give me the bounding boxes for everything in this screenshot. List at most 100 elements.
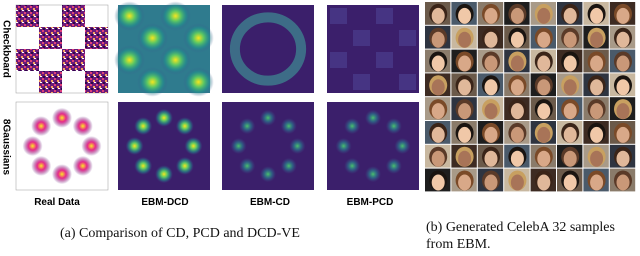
density-blob — [72, 116, 93, 137]
density-blob — [160, 1, 191, 31]
face-skin — [431, 55, 445, 72]
face-skin — [616, 55, 630, 72]
face-skin — [510, 7, 524, 24]
face-skin — [510, 174, 524, 191]
face-skin — [431, 150, 445, 167]
face-skin — [590, 7, 604, 24]
face-skin — [563, 126, 577, 143]
data-square — [62, 5, 85, 27]
face-skin — [563, 7, 577, 24]
data-square — [39, 27, 62, 49]
face-skin — [510, 55, 524, 72]
density-blob — [335, 138, 352, 154]
density-blob — [81, 136, 102, 156]
face-skin — [484, 126, 498, 143]
density-square — [376, 52, 393, 68]
face-skin — [563, 55, 577, 72]
density-blob — [22, 136, 43, 156]
face-skin — [484, 150, 498, 167]
face-skin — [458, 150, 472, 167]
density-blob — [137, 67, 168, 97]
caption-a: (a) Comparison of CD, PCD and DCD-VE — [60, 226, 300, 241]
data-square — [16, 5, 39, 27]
density-blob — [260, 109, 276, 126]
face-skin — [537, 103, 551, 120]
face-skin — [510, 150, 524, 167]
density-blob — [137, 23, 168, 53]
density-blob — [72, 155, 93, 176]
density-blob — [175, 156, 194, 175]
density-blob — [344, 118, 361, 135]
column-label: EBM-DCD — [141, 197, 188, 208]
density-blob — [385, 118, 402, 135]
face-skin — [616, 126, 630, 143]
face-skin — [484, 55, 498, 72]
face-skin — [537, 7, 551, 24]
face-skin — [590, 150, 604, 167]
density-blob — [125, 137, 144, 155]
density-blob — [365, 166, 381, 183]
density-blob — [183, 23, 214, 53]
density-blob — [239, 118, 256, 135]
face-skin — [510, 79, 524, 96]
face-skin — [458, 103, 472, 120]
face-skin — [431, 7, 445, 24]
data-square — [16, 49, 39, 71]
face-skin — [563, 174, 577, 191]
density-blob — [114, 1, 145, 31]
face-skin — [458, 55, 472, 72]
density-blob — [52, 164, 72, 185]
density-square — [330, 8, 347, 24]
face-skin — [431, 126, 445, 143]
density-blob — [260, 166, 276, 183]
face-skin — [590, 103, 604, 120]
face-skin — [510, 126, 524, 143]
density-square — [330, 52, 347, 68]
panel-a-images — [15, 1, 419, 191]
column-label: EBM-PCD — [347, 197, 394, 208]
density-blob — [365, 109, 381, 126]
density-ring — [229, 12, 307, 86]
density-blob — [31, 155, 52, 176]
face-skin — [590, 174, 604, 191]
face-skin — [563, 79, 577, 96]
face-skin — [510, 103, 524, 120]
face-skin — [484, 79, 498, 96]
face-skin — [563, 103, 577, 120]
face-skin — [616, 103, 630, 120]
face-skin — [616, 174, 630, 191]
face-skin — [510, 31, 524, 48]
density-square — [353, 30, 370, 46]
face-skin — [484, 103, 498, 120]
face-skin — [484, 7, 498, 24]
face-skin — [616, 31, 630, 48]
density-blob — [344, 157, 361, 174]
face-skin — [431, 79, 445, 96]
face-skin — [431, 103, 445, 120]
data-square — [62, 49, 85, 71]
face-skin — [563, 31, 577, 48]
row-label: 8Gaussians — [0, 119, 11, 176]
density-blob — [289, 138, 306, 154]
density-square — [399, 74, 416, 90]
density-blob — [155, 108, 173, 127]
density-blob — [385, 157, 402, 174]
data-square — [85, 27, 108, 49]
face-skin — [458, 174, 472, 191]
density-blob — [183, 67, 214, 97]
face-skin — [537, 126, 551, 143]
data-square — [85, 71, 108, 93]
face-skin — [537, 55, 551, 72]
face-skin — [590, 126, 604, 143]
column-label: EBM-CD — [250, 197, 290, 208]
face-skin — [431, 31, 445, 48]
face-skin — [458, 7, 472, 24]
density-blob — [175, 117, 194, 136]
face-skin — [458, 79, 472, 96]
density-blob — [280, 118, 297, 135]
data-square — [39, 71, 62, 93]
density-square — [376, 8, 393, 24]
density-blob — [160, 45, 191, 75]
